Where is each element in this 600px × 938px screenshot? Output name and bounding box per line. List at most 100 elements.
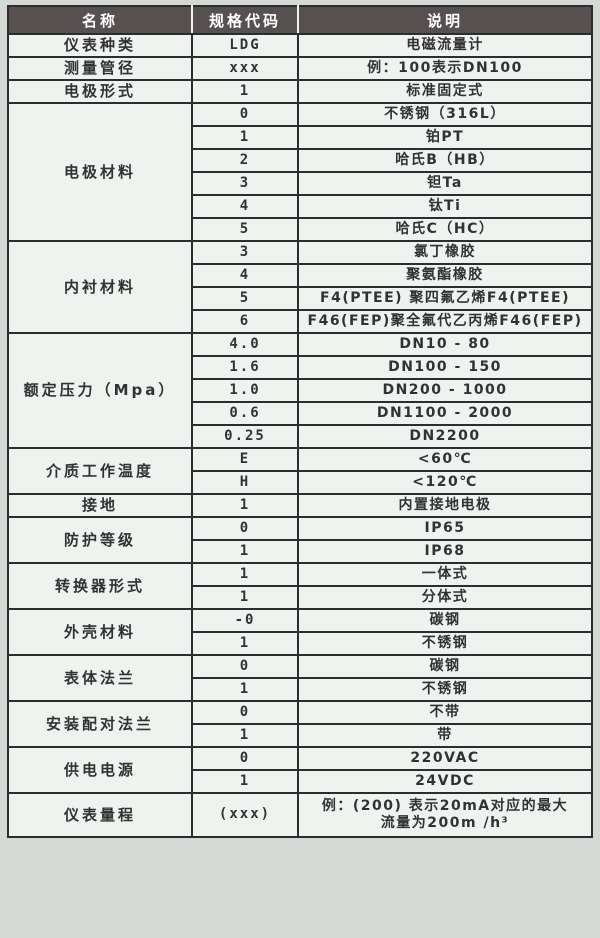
table-row: 1 铂PT — [8, 125, 593, 150]
table-row: 供电电源 0 220VAC — [7, 746, 593, 794]
desc-cell: 钽Ta — [297, 171, 593, 196]
desc-cell: 不锈钢 — [297, 631, 593, 656]
column-header-2: 说明 — [297, 6, 592, 35]
desc-cell: 不锈钢 — [297, 677, 593, 702]
table-row: 1 IP68 — [8, 539, 593, 564]
table-row: 1 24VDC — [8, 769, 593, 794]
desc-cell: DN100 - 150 — [297, 355, 593, 380]
desc-cell: 不带 — [297, 700, 593, 725]
code-cell: 1 — [191, 125, 299, 150]
code-cell: 1 — [191, 677, 299, 702]
code-cell: 1.6 — [191, 355, 299, 380]
code-cell: 0 — [191, 700, 299, 725]
desc-cell: 24VDC — [297, 769, 593, 794]
desc-cell: DN200 - 1000 — [297, 378, 593, 403]
desc-cell: <120℃ — [297, 470, 593, 495]
table-row: 1.6 DN100 - 150 — [8, 355, 593, 380]
table-row: 1.0 DN200 - 1000 — [8, 378, 593, 403]
desc-cell: DN2200 — [297, 424, 593, 449]
table-row: 1 不锈钢 — [8, 677, 593, 702]
code-cell: 1 — [191, 562, 299, 587]
code-cell: 1 — [191, 585, 299, 610]
code-cell: 1 — [191, 493, 299, 518]
table-row: 接地 1 内置接地电极 — [7, 493, 593, 518]
column-header-1: 规格代码 — [191, 6, 298, 35]
table-row: 外壳材料 -0 碳钢 — [7, 608, 593, 656]
group-name-cell: 测量管径 — [7, 56, 193, 81]
desc-cell: 哈氏C（HC） — [297, 217, 593, 242]
table-row: 仪表种类 LDG 电磁流量计 — [7, 33, 593, 58]
table-row: 1 分体式 — [8, 585, 593, 610]
group-name-cell: 安装配对法兰 — [7, 700, 193, 748]
desc-cell: 例：100表示DN100 — [297, 56, 593, 81]
code-cell: 0 — [191, 746, 299, 771]
group-name-cell: 供电电源 — [7, 746, 193, 794]
group-name-cell: 表体法兰 — [7, 654, 193, 702]
table-row: 内衬材料 3 氯丁橡胶 — [7, 240, 593, 334]
code-cell: 1 — [191, 769, 299, 794]
code-cell: 0.6 — [191, 401, 299, 426]
code-cell: 1.0 — [191, 378, 299, 403]
group-name-cell: 防护等级 — [7, 516, 193, 564]
code-cell: H — [191, 470, 299, 495]
desc-cell: 铂PT — [297, 125, 593, 150]
table-row: 4 钛Ti — [8, 194, 593, 219]
column-header-0: 名称 — [8, 6, 192, 35]
table-row: H <120℃ — [8, 470, 593, 495]
code-cell: 1 — [191, 79, 299, 104]
group-name-cell: 转换器形式 — [7, 562, 193, 610]
code-cell: 1 — [191, 723, 299, 748]
code-cell: 5 — [191, 286, 299, 311]
table-row: 1 不锈钢 — [8, 631, 593, 656]
code-cell: LDG — [191, 33, 299, 58]
table-row: 0.25 DN2200 — [8, 424, 593, 449]
spec-table: 名称 规格代码 说明 仪表种类 LDG 电磁流量计 测量管径 xxx 例：100表示DN100… — [7, 5, 593, 838]
desc-cell: 钛Ti — [297, 194, 593, 219]
code-cell: E — [191, 447, 299, 472]
group-name-cell: 接地 — [7, 493, 193, 518]
desc-cell: 不锈钢（316L） — [297, 102, 593, 127]
desc-cell: 碳钢 — [297, 654, 593, 679]
table-row: 4 聚氨酯橡胶 — [8, 263, 593, 288]
desc-cell: DN1100 - 2000 — [297, 401, 593, 426]
table-row: 介质工作温度 E <60℃ — [7, 447, 593, 495]
group-name-cell: 介质工作温度 — [7, 447, 193, 495]
table-row: 防护等级 0 IP65 — [7, 516, 593, 564]
table-row: 0.6 DN1100 - 2000 — [8, 401, 593, 426]
desc-cell: DN10 - 80 — [297, 332, 593, 357]
code-cell: 4 — [191, 194, 299, 219]
group-name-cell: 电极材料 — [7, 102, 193, 242]
table-row: 测量管径 xxx 例：100表示DN100 — [7, 56, 593, 81]
code-cell: xxx — [191, 56, 299, 81]
table-header: 名称 规格代码 说明 — [8, 6, 592, 35]
table-row: 5 哈氏C（HC） — [8, 217, 593, 242]
table-row: 表体法兰 0 碳钢 — [7, 654, 593, 702]
code-cell: -0 — [191, 608, 299, 633]
table-body: 仪表种类 LDG 电磁流量计 测量管径 xxx 例：100表示DN100 电极形式 1 标准固定… — [7, 33, 593, 838]
group-name-cell: 额定压力（Mpa） — [7, 332, 193, 449]
desc-cell: 分体式 — [297, 585, 593, 610]
code-cell: 1 — [191, 539, 299, 564]
desc-cell: 氯丁橡胶 — [297, 240, 593, 265]
table-row: 额定压力（Mpa） 4.0 DN10 - 80 — [7, 332, 593, 449]
desc-cell: 带 — [297, 723, 593, 748]
group-name-cell: 外壳材料 — [7, 608, 193, 656]
desc-cell: 220VAC — [297, 746, 593, 771]
desc-cell: F4(PTEE) 聚四氟乙烯F4(PTEE) — [297, 286, 593, 311]
code-cell: 0 — [191, 102, 299, 127]
desc-cell: IP65 — [297, 516, 593, 541]
desc-cell: 一体式 — [297, 562, 593, 587]
code-cell: 3 — [191, 240, 299, 265]
code-cell: 0 — [191, 516, 299, 541]
table-row: 转换器形式 1 一体式 — [7, 562, 593, 610]
code-cell: 0 — [191, 654, 299, 679]
table-row: 2 哈氏B（HB） — [8, 148, 593, 173]
code-cell: 0.25 — [191, 424, 299, 449]
desc-cell: 例：(200) 表示20mA对应的最大 流量为200m /h³ — [297, 792, 593, 838]
desc-cell: 聚氨酯橡胶 — [297, 263, 593, 288]
header-row: 名称 规格代码 说明 — [8, 6, 592, 35]
group-name-cell: 仪表量程 — [7, 792, 193, 838]
desc-cell: IP68 — [297, 539, 593, 564]
desc-cell: 电磁流量计 — [297, 33, 593, 58]
code-cell: 4.0 — [191, 332, 299, 357]
